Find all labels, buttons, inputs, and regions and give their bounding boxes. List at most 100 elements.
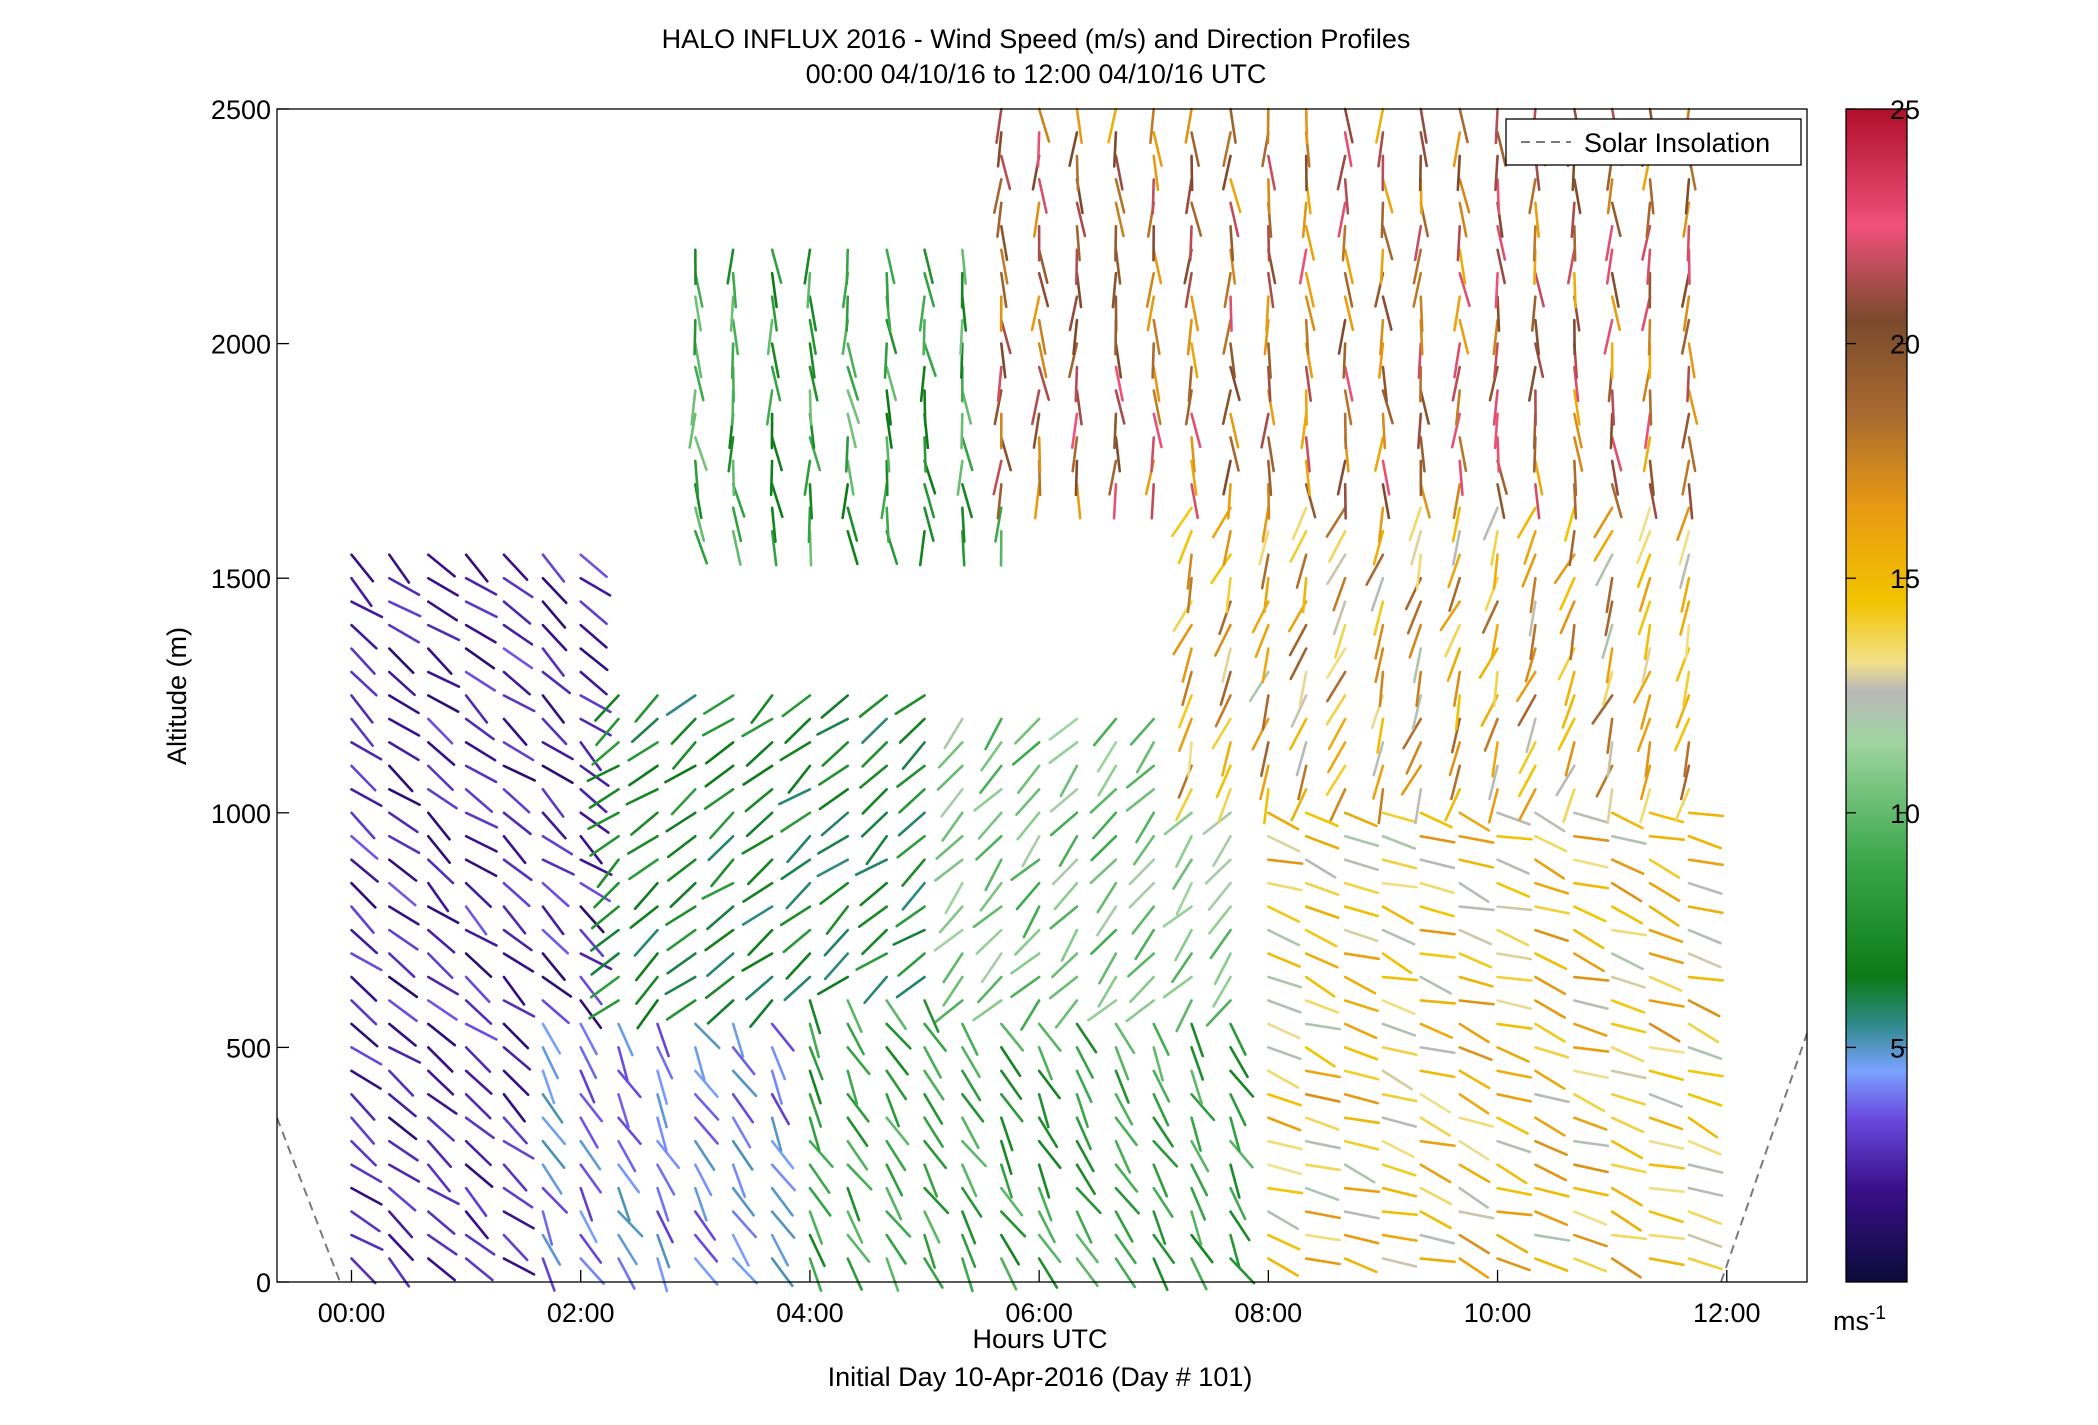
wind-barb: [1377, 342, 1385, 379]
wind-barb: [541, 717, 568, 746]
wind-barb: [1573, 412, 1583, 449]
wind-barb: [426, 975, 459, 996]
x-tick-label: 06:00: [1005, 1298, 1073, 1328]
wind-barb: [846, 1046, 871, 1076]
wind-barb: [1573, 459, 1578, 497]
wind-barb: [579, 881, 611, 903]
wind-barb: [1343, 1139, 1380, 1151]
wind-barb: [1037, 107, 1051, 143]
wind-barb: [350, 1257, 377, 1285]
wind-barb: [923, 1116, 944, 1148]
wind-barb: [1000, 1163, 1013, 1199]
wind-barb: [694, 1116, 719, 1145]
wind-barb: [1135, 741, 1156, 774]
wind-barb: [1326, 553, 1347, 586]
wind-barb: [627, 741, 659, 762]
wind-barb: [656, 1022, 670, 1058]
wind-barb: [388, 999, 418, 1023]
wind-barb: [1610, 1210, 1642, 1232]
wind-barb: [896, 834, 926, 859]
wind-barb: [1325, 506, 1347, 538]
wind-barb: [808, 1139, 834, 1168]
wind-barb: [1606, 178, 1614, 215]
wind-barb: [1211, 717, 1232, 750]
wind-barb: [1068, 131, 1079, 167]
wind-barb: [1381, 1210, 1419, 1217]
wind-barb: [1152, 318, 1161, 355]
wind-barb: [1097, 975, 1118, 1008]
wind-barb: [502, 1069, 530, 1097]
wind-barb: [1557, 717, 1576, 751]
wind-barb: [1289, 717, 1308, 751]
y-tick-label: 2500: [211, 95, 271, 125]
wind-barb: [1289, 647, 1308, 681]
wind-barb: [1488, 365, 1499, 402]
wind-barb: [846, 342, 857, 378]
wind-barb: [1267, 178, 1271, 215]
wind-barb: [1000, 1116, 1014, 1152]
wind-barb: [350, 764, 377, 792]
wind-barb: [1037, 178, 1048, 214]
wind-barb: [579, 1163, 602, 1194]
wind-barb: [1381, 1163, 1417, 1177]
wind-barb: [579, 670, 608, 696]
wind-barb: [707, 834, 735, 862]
wind-barb: [1496, 483, 1506, 520]
wind-barb: [1644, 741, 1652, 778]
wind-barb: [726, 248, 735, 285]
wind-barb: [656, 1116, 668, 1152]
wind-barb: [464, 999, 493, 1025]
wind-barb: [350, 1022, 379, 1048]
wind-barb: [579, 1022, 598, 1056]
wind-barb: [770, 1210, 796, 1239]
plot-frame: [276, 108, 1808, 1283]
wind-barb: [1075, 1022, 1098, 1054]
wind-barb: [664, 764, 697, 784]
wind-barb: [1267, 1257, 1300, 1277]
wind-barb: [388, 576, 421, 597]
wind-barb: [617, 1139, 637, 1173]
wind-barb: [1419, 834, 1456, 844]
wind-barb: [1304, 1163, 1342, 1172]
wind-barb: [1676, 506, 1691, 542]
wind-barb: [1229, 1139, 1254, 1169]
wind-barb: [1190, 1139, 1210, 1173]
wind-barb: [1343, 107, 1354, 144]
wind-barb: [1010, 975, 1041, 999]
wind-barb: [1573, 905, 1607, 923]
y-tick-label: 500: [226, 1033, 271, 1063]
wind-barb: [1267, 436, 1275, 473]
wind-barb: [694, 1233, 719, 1263]
wind-barb: [617, 1210, 644, 1238]
wind-barb: [1532, 225, 1537, 262]
wind-barb: [918, 529, 926, 567]
wind-barb: [670, 788, 697, 816]
wind-barb: [1381, 999, 1416, 1016]
wind-barb: [1528, 365, 1537, 402]
wind-barb: [1419, 436, 1426, 473]
wind-barb: [502, 741, 535, 762]
wind-barb: [750, 694, 774, 724]
wind-barb: [1096, 741, 1118, 773]
wind-barb: [1610, 459, 1620, 496]
wind-barb: [656, 1069, 669, 1105]
wind-barb: [1458, 952, 1493, 969]
wind-barb: [1343, 975, 1377, 995]
wind-barb: [977, 975, 1003, 1004]
wind-barb: [1343, 905, 1380, 918]
wind-barb: [1687, 975, 1725, 982]
wind-barb: [1096, 905, 1118, 937]
wind-barb: [1332, 576, 1347, 612]
wind-barb: [940, 788, 964, 818]
wind-barb: [350, 600, 384, 619]
wind-barb: [1534, 483, 1541, 520]
wind-barb: [1343, 365, 1354, 402]
wind-barb: [1187, 365, 1193, 403]
wind-barb: [1687, 811, 1725, 818]
wind-barb: [502, 1186, 534, 1209]
wind-barb: [1229, 1022, 1247, 1056]
wind-barb: [1487, 788, 1499, 824]
wind-barb: [1562, 788, 1576, 823]
wind-barb: [1515, 670, 1537, 703]
wind-barb: [541, 881, 570, 908]
